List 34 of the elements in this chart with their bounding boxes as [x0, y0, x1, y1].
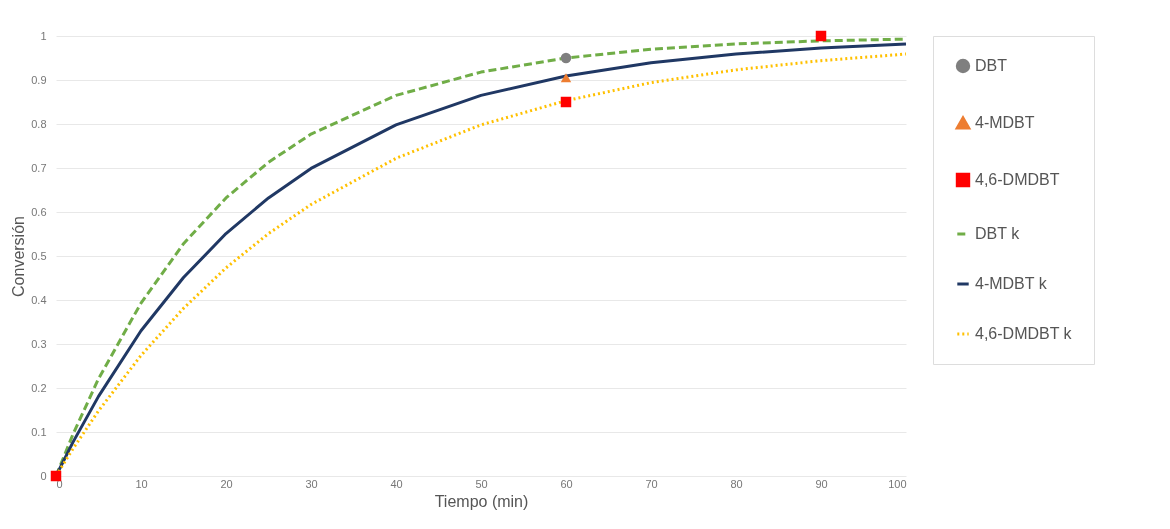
x-tick-label: 80 — [730, 477, 743, 490]
legend-label: DBT — [975, 57, 1008, 74]
x-tick-label: 40 — [390, 477, 403, 490]
y-tick-label: 0.7 — [31, 161, 47, 174]
y-tick-label: 0 — [40, 469, 47, 482]
x-tick-label: 60 — [560, 477, 573, 490]
x-tick-label: 90 — [815, 477, 828, 490]
y-tick-label: 0.8 — [31, 117, 47, 130]
x-tick-label: 10 — [135, 477, 148, 490]
legend-label: 4,6-DMDBT k — [975, 325, 1073, 342]
x-tick-label: 100 — [888, 477, 907, 490]
point — [560, 73, 572, 83]
y-tick-label: 0.3 — [31, 337, 47, 350]
point — [50, 470, 62, 482]
y-tick-label: 0.5 — [31, 249, 47, 262]
point — [815, 30, 827, 42]
x-tick-label: 70 — [645, 477, 658, 490]
point — [560, 52, 572, 64]
point — [560, 96, 572, 108]
legend-label: DBT k — [975, 225, 1021, 242]
x-tick-label: 50 — [475, 477, 488, 490]
y-tick-label: 0.2 — [31, 381, 47, 394]
y-tick-label: 0.4 — [31, 293, 47, 306]
y-tick-label: 0.6 — [31, 205, 47, 218]
legend-label: 4-MDBT k — [975, 275, 1048, 292]
y-tick-label: 1 — [40, 29, 47, 42]
legend-label: 4,6-DMDBT — [975, 171, 1060, 188]
x-axis-title: Tiempo (min) — [434, 492, 529, 510]
y-tick-label: 0.1 — [31, 425, 47, 438]
x-tick-label: 20 — [220, 477, 233, 490]
y-tick-label: 0.9 — [31, 73, 47, 86]
legend-label: 4-MDBT — [975, 114, 1035, 131]
x-tick-label: 30 — [305, 477, 318, 490]
y-axis-title: Conversión — [10, 216, 28, 297]
